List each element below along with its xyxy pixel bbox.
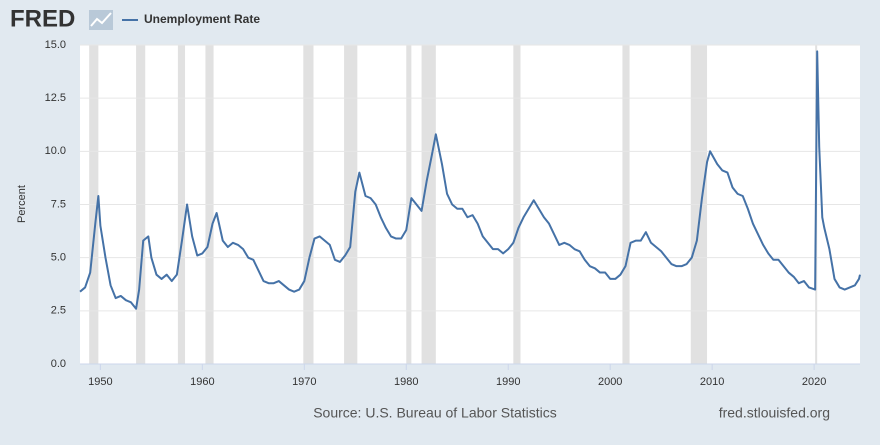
source: Source: U.S. Bureau of Labor Statistics [313,405,557,421]
y-tick-label: 0.0 [51,358,66,370]
y-axis-title: Percent [16,185,28,223]
x-tick-label: 1960 [190,376,214,388]
x-tick-label: 1980 [394,376,418,388]
y-tick-label: 7.5 [51,198,66,210]
y-tick-label: 15.0 [45,39,66,51]
y-tick-label: 12.5 [45,92,66,104]
x-tick-label: 2000 [598,376,622,388]
x-tick-label: 1950 [88,376,112,388]
x-tick-label: 2010 [700,376,724,388]
y-tick-label: 5.0 [51,252,66,264]
logo-icon [89,10,113,30]
x-tick-label: 1970 [292,376,316,388]
x-tick-label: 1990 [496,376,520,388]
x-tick-label: 2020 [802,376,826,388]
y-tick-label: 10.0 [45,145,66,157]
series-line [79,50,861,310]
logo: FRED [10,5,75,32]
legend-label: Unemployment Rate [144,12,260,26]
site: fred.stlouisfed.org [719,405,830,421]
y-tick-label: 2.5 [51,305,66,317]
